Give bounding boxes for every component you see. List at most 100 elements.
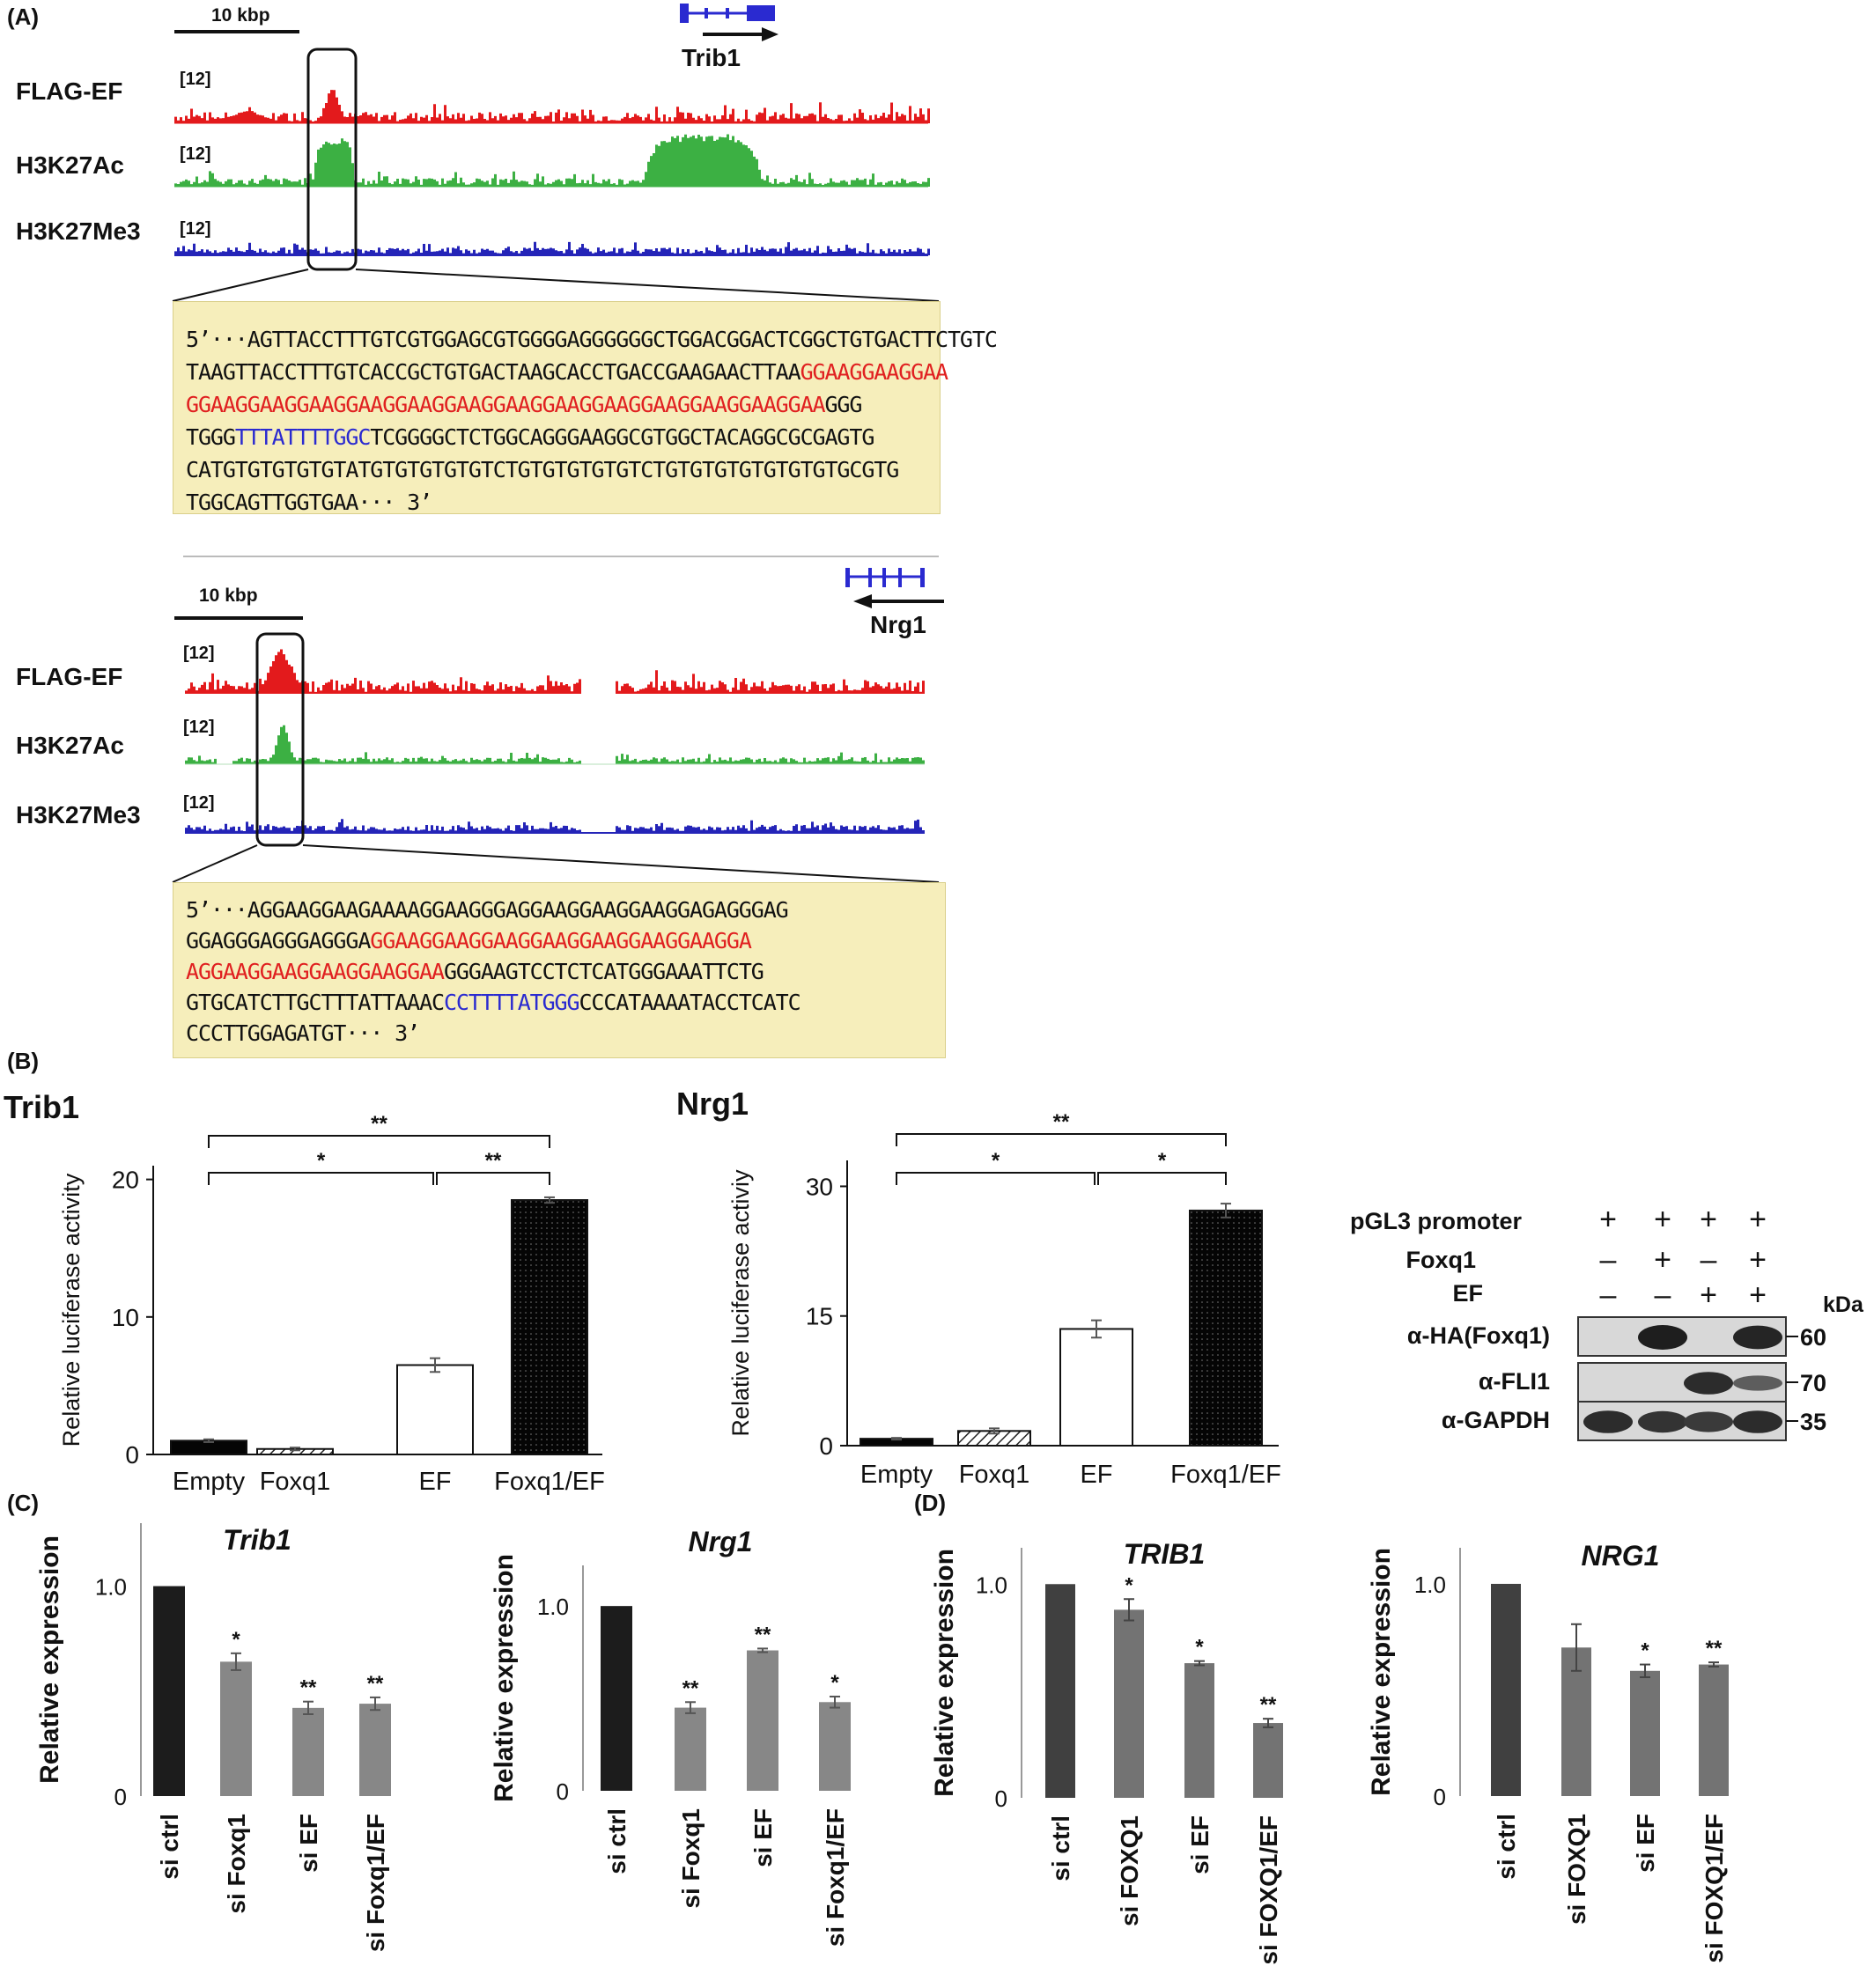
sequence-segment: TGGCAGTTGGTGAA··· 3’ [186, 490, 432, 515]
h3k27me3-signal-track [174, 241, 930, 255]
category-label: si ctrl [1493, 1814, 1520, 1880]
sequence-line: 5’···AGTTACCTTTGTCGTGGAGCGTGGGGAGGGGGGCT… [186, 327, 998, 352]
bar [1045, 1584, 1075, 1798]
western-blot: pGL3 promoter Foxq1 EF + + + +– + – +– – + + kDa … [1350, 1203, 1864, 1441]
sequence-segment: 5’···AGGAAGGAAGAAAAGGAAGGGAGGAAGGAAGGAAG… [186, 897, 789, 923]
gga-repeat-motif: AGGAAGGAAGGAAGGAAGGAA [186, 959, 445, 984]
blot-condition-signs: + + + +– + – +– – + + [1599, 1203, 1767, 1312]
condition-sign: – [1655, 1278, 1671, 1312]
y-axis-label: Relative expression [35, 1535, 64, 1784]
sequence-segment: TAAGTTACCTTTGTCACCGCTGTGACTAAGCACCTGACCG… [186, 359, 801, 385]
track-range-h3k27me3: [12] [180, 219, 211, 239]
chart-b-nrg1: Nrg1 Relative luciferase activiy 0 15 30 Empt… [676, 1086, 1281, 1489]
y-tick-label: 0 [995, 1786, 1007, 1812]
bar [220, 1661, 252, 1796]
track-range-h3k27ac: [12] [183, 718, 215, 737]
significance-label: ** [300, 1676, 317, 1700]
h3k27ac-signal-track [174, 134, 930, 187]
track-label-h3k27me3: H3K27Me3 [16, 801, 141, 828]
significance-label: ** [682, 1676, 699, 1700]
significance-label: ** [485, 1149, 502, 1173]
sequence-line: TGGCAGTTGGTGAA··· 3’ [186, 490, 432, 515]
significance-bracket [896, 1133, 1227, 1146]
nrg1-gene-model [845, 568, 925, 587]
gga-repeat-motif: GGAAGGAAGGAA [800, 359, 949, 385]
condition-sign: – [1600, 1278, 1617, 1312]
kda-marker: 70 [1800, 1370, 1826, 1396]
condition-sign: + [1749, 1278, 1767, 1312]
significance-label: ** [1260, 1693, 1277, 1717]
y-tick-label: 1.0 [976, 1572, 1007, 1598]
protein-band [1684, 1372, 1733, 1395]
significance-bracket [208, 1135, 550, 1148]
sequence-segment: TCGGGGCTCTGGCAGGGAAGGCGTGGCTACAGGCGCGAGT… [370, 424, 874, 450]
category-label: si ctrl [1047, 1815, 1074, 1881]
chart-title: NRG1 [1582, 1540, 1660, 1572]
antibody-label: α-HA(Foxq1) [1407, 1322, 1550, 1349]
y-axis-label: Relative luciferase activity [58, 1173, 85, 1447]
protein-band [1733, 1410, 1782, 1433]
track-label-h3k27ac: H3K27Ac [16, 732, 124, 759]
y-tick-label: 0 [114, 1784, 127, 1810]
condition-sign: + [1654, 1203, 1671, 1236]
significance-label: * [1195, 1636, 1204, 1660]
significance-label: ** [1053, 1110, 1070, 1134]
sequence-segment: GGG [824, 392, 862, 417]
bar [396, 1364, 474, 1456]
condition-sign: – [1701, 1243, 1717, 1277]
significance-label: * [830, 1671, 839, 1695]
chart-title: Trib1 [223, 1524, 291, 1556]
significance-bracket [208, 1172, 434, 1185]
chart-title: Nrg1 [676, 1086, 749, 1122]
category-label: si Foxq1/EF [362, 1814, 389, 1952]
condition-sign: + [1599, 1203, 1617, 1236]
y-tick-label: 30 [806, 1173, 833, 1200]
antibody-label: α-GAPDH [1442, 1407, 1550, 1433]
sequence-line: AGGAAGGAAGGAAGGAAGGAAGGGAAGTCCTCTCATGGGA… [186, 959, 764, 984]
nrg1-locus: 10 kbp Nrg1 FLAG-EF H3K27Ac H3K27Me3 [12… [16, 568, 944, 883]
bar [1699, 1664, 1729, 1796]
significance-label: * [1125, 1573, 1133, 1597]
y-tick-label: 1.0 [537, 1594, 569, 1620]
y-axis-label: Relative expression [1367, 1548, 1396, 1796]
flag-ef-signal-track [174, 90, 930, 123]
sequence-segment: CATGTGTGTGTGTATGTGTGTGTGTCTGTGTGTGTGTCTG… [186, 457, 899, 482]
antibody-label: α-FLI1 [1479, 1368, 1550, 1395]
h3k27me3-signal-track [185, 819, 925, 833]
y-tick-label: 0 [125, 1441, 139, 1469]
protein-band [1684, 1411, 1733, 1432]
chart-b-trib1: Trib1 Relative luciferase activity 0 10 20 Em… [4, 1089, 605, 1496]
category-label: Foxq1 [959, 1461, 1030, 1489]
chart-title: Nrg1 [689, 1526, 753, 1557]
condition-sign: + [1654, 1243, 1671, 1277]
y-tick-label: 0 [819, 1432, 833, 1460]
y-axis-label: Relative expression [490, 1554, 519, 1802]
flag-ef-signal-track [185, 649, 925, 694]
track-range-h3k27me3: [12] [183, 793, 215, 813]
bar [511, 1199, 588, 1455]
protein-band [1733, 1375, 1782, 1391]
peak-highlight-box [255, 632, 305, 847]
kda-marker: 35 [1800, 1409, 1826, 1435]
bar [1184, 1663, 1214, 1798]
track-label-h3k27ac: H3K27Ac [16, 151, 124, 179]
bar [819, 1702, 851, 1791]
track-label-flag-ef: FLAG-EF [16, 77, 122, 105]
significance-bracket [896, 1172, 1096, 1185]
condition-sign: + [1749, 1203, 1767, 1236]
protein-band [1638, 1410, 1687, 1433]
nrg1-arrow-icon [853, 594, 944, 608]
track-range-flag-ef: [12] [180, 70, 211, 89]
category-label: si Foxq1 [677, 1808, 705, 1909]
panel-b-label: (B) [7, 1048, 39, 1074]
forkhead-motif: CCTTTTATGGG [443, 990, 580, 1015]
category-label: si EF [1632, 1814, 1659, 1873]
condition-sign: + [1700, 1278, 1717, 1312]
protein-band [1733, 1325, 1782, 1350]
blot-bands: α-HA(Foxq1) 60 α-FLI1 70 α-GAPDH 35 [1407, 1316, 1826, 1441]
track-label-flag-ef: FLAG-EF [16, 663, 122, 690]
y-tick-label: 1.0 [95, 1574, 127, 1601]
